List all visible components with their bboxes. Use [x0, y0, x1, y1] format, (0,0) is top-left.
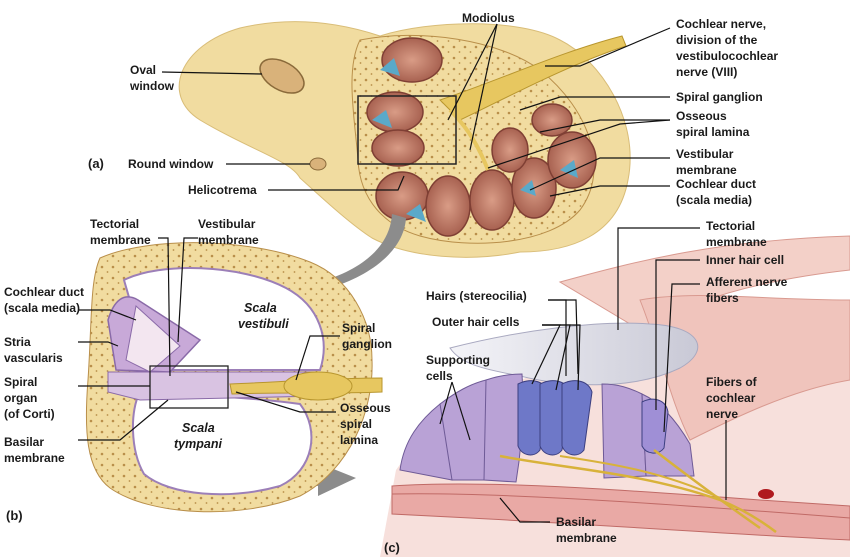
- oval-window-shape: [259, 58, 305, 94]
- label-oval-window: Oval window: [129, 63, 175, 93]
- label-basilar-membrane-c: Basilar membrane: [556, 515, 617, 545]
- label-modiolus: Modiolus: [462, 11, 515, 25]
- label-helicotrema: Helicotrema: [188, 183, 257, 197]
- cochlear-duct-section-drawing: [85, 242, 383, 513]
- label-tectorial-membrane-b: Tectorial membrane: [90, 217, 151, 247]
- label-osseous-spiral-lamina-b: Osseous spiral lamina: [340, 401, 394, 447]
- label-osseous-spiral-lamina-a: Osseous spiral lamina: [676, 109, 750, 139]
- label-basilar-membrane-b: Basilar membrane: [4, 435, 65, 465]
- label-vestibular-membrane-a: Vestibular membrane: [676, 147, 737, 177]
- label-spiral-ganglion-b: Spiral ganglion: [342, 321, 392, 351]
- label-vestibular-membrane-b: Vestibular membrane: [198, 217, 259, 247]
- label-hairs-stereocilia: Hairs (stereocilia): [426, 289, 527, 303]
- round-window-shape: [309, 157, 327, 171]
- label-tectorial-membrane-c: Tectorial membrane: [706, 219, 767, 249]
- leader-lines: [78, 23, 727, 523]
- panel-a-tag: (a): [88, 156, 104, 171]
- outer-hair-cells-shapes: [517, 380, 593, 456]
- label-spiral-ganglion-a: Spiral ganglion: [676, 90, 763, 104]
- panel-b-tag: (b): [6, 508, 23, 523]
- organ-of-corti-drawing: [380, 235, 850, 557]
- label-round-window: Round window: [128, 157, 214, 171]
- label-scala-tympani: Scala tympani: [174, 421, 222, 451]
- label-inner-hair-cell: Inner hair cell: [706, 253, 784, 267]
- label-cochlear-duct-a: Cochlear duct (scala media): [676, 177, 759, 207]
- label-supporting-cells: Supporting cells: [426, 353, 493, 383]
- label-cochlear-duct-b: Cochlear duct (scala media): [4, 285, 87, 315]
- panel-c-tag: (c): [384, 540, 400, 555]
- cochlea-section-drawing: [178, 21, 631, 258]
- zoom-box-b: [149, 365, 229, 409]
- zoom-box-a: [357, 95, 457, 165]
- label-stria-vascularis: Stria vascularis: [4, 335, 63, 365]
- label-cochlear-nerve: Cochlear nerve, division of the vestibul…: [676, 17, 781, 79]
- label-outer-hair-cells: Outer hair cells: [432, 315, 520, 329]
- label-spiral-organ: Spiral organ (of Corti): [4, 375, 55, 421]
- label-scala-vestibuli: Scala vestibuli: [238, 301, 289, 331]
- label-afferent-nerve-fibers: Afferent nerve fibers: [706, 275, 791, 305]
- label-fibers-cochlear-nerve: Fibers of cochlear nerve: [706, 375, 760, 421]
- inner-hair-cell-shape: [641, 398, 669, 454]
